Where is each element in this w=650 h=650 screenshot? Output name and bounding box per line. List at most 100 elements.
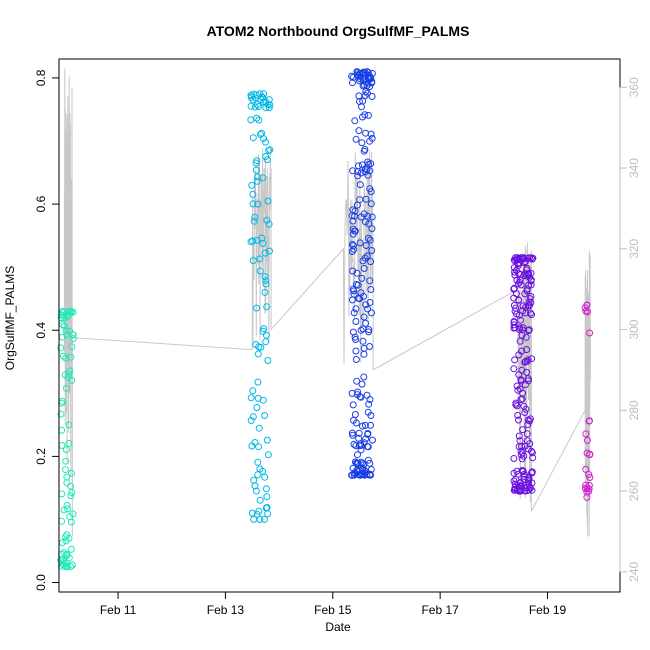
data-point xyxy=(65,370,73,378)
data-point xyxy=(355,127,363,135)
data-point xyxy=(513,402,521,410)
data-point xyxy=(367,75,375,83)
data-point xyxy=(362,242,370,249)
data-point xyxy=(261,249,269,257)
data-point xyxy=(349,167,357,175)
data-point xyxy=(586,474,594,481)
data-point xyxy=(261,473,269,481)
data-point xyxy=(358,274,366,282)
data-point xyxy=(248,509,256,517)
chart-title: ATOM2 Northbound OrgSulfMF_PALMS xyxy=(207,23,470,39)
data-point xyxy=(351,117,359,125)
data-point xyxy=(247,102,255,110)
data-point xyxy=(355,162,362,170)
data-point xyxy=(356,295,364,303)
data-point xyxy=(262,331,270,339)
data-point xyxy=(258,93,266,101)
data-point xyxy=(517,254,525,262)
y-tick-label: 0.4 xyxy=(34,322,48,339)
data-point xyxy=(265,147,273,154)
data-point xyxy=(250,217,258,225)
data-point xyxy=(66,367,74,375)
data-point xyxy=(510,285,518,293)
data-point xyxy=(253,101,261,109)
data-point xyxy=(254,200,262,208)
data-point xyxy=(522,405,530,413)
data-point xyxy=(62,457,70,465)
data-point xyxy=(356,471,364,479)
data-point xyxy=(517,396,525,404)
data-point xyxy=(510,455,518,462)
data-point xyxy=(58,426,66,434)
data-point xyxy=(62,533,69,541)
data-point xyxy=(265,220,273,228)
data-point xyxy=(348,240,356,248)
data-point xyxy=(63,473,71,481)
data-point xyxy=(354,451,361,459)
data-point xyxy=(367,200,375,208)
data-point xyxy=(518,442,525,450)
data-point xyxy=(525,298,533,306)
data-point xyxy=(59,560,67,568)
data-point xyxy=(512,401,520,409)
plot-box xyxy=(58,58,621,593)
data-point xyxy=(264,197,272,205)
data-point xyxy=(358,139,366,147)
data-point xyxy=(517,447,525,455)
data-point xyxy=(354,281,362,289)
data-point xyxy=(352,135,360,143)
data-point xyxy=(368,134,376,142)
data-point xyxy=(253,114,261,122)
data-point xyxy=(62,384,70,392)
data-point xyxy=(351,212,359,220)
data-point xyxy=(254,394,262,402)
data-point xyxy=(521,409,529,416)
data-point xyxy=(263,504,271,511)
data-point xyxy=(526,415,534,423)
x-tick-label: Feb 15 xyxy=(314,603,352,617)
data-point xyxy=(249,134,257,142)
data-point xyxy=(261,412,269,419)
data-point xyxy=(515,255,523,263)
data-point xyxy=(515,296,523,304)
data-point xyxy=(249,387,257,395)
data-point xyxy=(514,280,522,288)
data-point xyxy=(352,356,360,363)
data-point xyxy=(58,539,66,547)
data-point xyxy=(510,477,518,485)
data-point xyxy=(524,375,532,383)
data-point xyxy=(349,267,357,275)
data-point xyxy=(515,443,523,451)
data-point xyxy=(68,343,76,351)
data-point xyxy=(516,482,524,490)
data-point xyxy=(349,225,357,233)
data-point xyxy=(348,471,356,479)
data-point xyxy=(249,413,257,421)
data-point xyxy=(261,273,269,281)
data-point xyxy=(57,410,65,418)
data-point xyxy=(354,388,362,396)
y-axis-label: OrgSulfMF_PALMS xyxy=(3,266,17,370)
data-point xyxy=(60,352,67,360)
data-point xyxy=(62,327,70,335)
data-point xyxy=(361,168,369,176)
data-point xyxy=(262,338,270,346)
data-point xyxy=(352,347,360,355)
data-point xyxy=(360,265,368,272)
data-point xyxy=(514,470,522,478)
data-point xyxy=(515,432,523,440)
data-point xyxy=(57,344,65,352)
data-point xyxy=(364,234,372,242)
data-point xyxy=(253,177,261,185)
data-point xyxy=(265,96,273,104)
y-tick-label: 0.2 xyxy=(34,448,48,465)
data-point xyxy=(59,308,67,316)
data-point xyxy=(58,490,66,498)
data-point xyxy=(258,234,266,242)
data-point xyxy=(67,518,75,526)
data-point xyxy=(515,416,522,424)
data-point xyxy=(263,216,271,224)
data-point xyxy=(261,288,269,296)
data-point xyxy=(255,116,263,124)
y2-tick-label: 300 xyxy=(627,319,641,339)
